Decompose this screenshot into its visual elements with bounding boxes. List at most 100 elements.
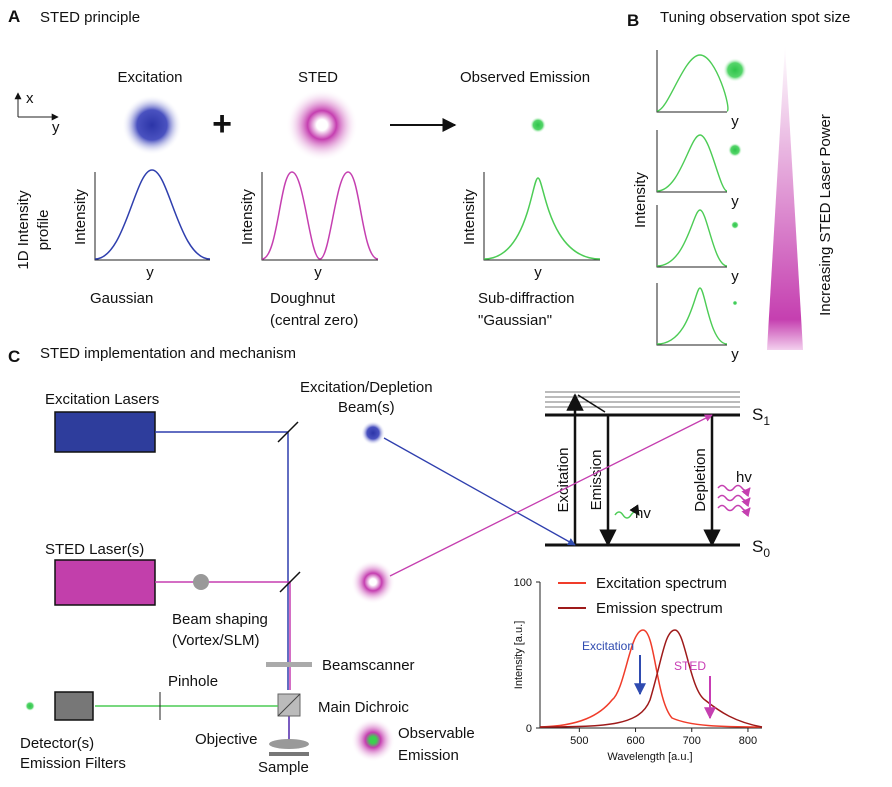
depletion-ray [390,415,712,576]
state-label: S0 [752,537,770,560]
panel-title: STED implementation and mechanism [40,345,296,362]
y-axis-label: Intensity [72,189,89,245]
state-letter: S [752,537,763,556]
excitation-laser [55,412,155,452]
emission-curve [657,55,728,111]
y-axis-label: Intensity [461,189,478,245]
gaussian-curve [95,170,210,259]
transition-label: Excitation [555,447,572,512]
panel-title: STED principle [40,9,140,26]
excitation-spectrum [540,630,762,727]
component-label: (Vortex/SLM) [172,632,260,649]
x-axis-label: y [314,264,322,281]
plot-axes [657,205,727,267]
spot [733,301,738,306]
excitation-beam [155,432,288,690]
emission-curve [657,135,727,191]
spot [731,221,739,229]
profile-plot: Intensity y Doughnut (central zero) [239,172,378,329]
doughnut-curve [262,172,378,259]
component-label: Emission Filters [20,755,126,772]
spot [723,58,747,82]
panel-label: A [8,7,20,26]
spot [728,143,742,157]
caption: Gaussian [90,290,153,307]
legend-label: Excitation spectrum [596,575,727,592]
caption: (central zero) [270,312,358,329]
power-label: Increasing STED Laser Power [817,114,834,316]
x-axis-label: Wavelength [a.u.] [607,751,692,763]
beam-shaper [193,574,209,590]
sted-spot [286,89,358,161]
emission-curve [657,288,727,344]
profile-label: 1D Intensity [15,190,32,270]
beam-title: Observed Emission [460,69,590,86]
annotation: Excitation [582,639,634,653]
excitation-spot [122,95,182,155]
x-axis-label: y [146,264,154,281]
component-label: STED Laser(s) [45,541,144,558]
x-tick-label: 800 [739,735,757,747]
component-label: Beam shaping [172,611,268,628]
component-label: Pinhole [168,673,218,690]
sted-laser [55,560,155,605]
detected-spot [25,701,35,711]
detector [55,692,93,720]
annotation: STED [674,659,706,673]
caption: "Gaussian" [478,312,552,329]
caption: Sub-diffraction [478,290,574,307]
axis-label: y [52,119,60,136]
emission-spot [530,117,546,133]
x-axis-label: y [534,264,542,281]
sted-spot [351,560,395,604]
state-letter: S [752,405,763,424]
plot-axes [657,130,727,192]
excitation-spot [361,421,385,445]
profile-plot: Intensity y Gaussian [72,170,210,307]
component-label: Emission [398,747,459,764]
profile-plot: Intensity y Sub-diffraction "Gaussian" [461,172,600,329]
beam-title: STED [298,69,338,86]
component-label: Main Dichroic [318,699,409,716]
y-axis-label: Intensity [a.u.] [513,621,525,689]
photon-label: hv [635,505,651,522]
component-label: Beam(s) [338,399,395,416]
plus-sign: + [212,105,232,143]
legend-label: Emission spectrum [596,600,723,617]
y-axis-label: Intensity [239,189,256,245]
component-label: Objective [195,731,258,748]
emission-curve [484,178,600,259]
component-label: Excitation/Depletion [300,379,433,396]
y-tick-label: 100 [514,577,532,589]
power-triangle [767,45,803,350]
transition-label: Depletion [692,448,709,511]
excitation-ray [384,438,575,545]
state-sub: 0 [763,546,770,560]
axis-label: x [26,90,34,107]
component-label: Sample [258,759,309,776]
panel-title: Tuning observation spot size [660,9,850,26]
x-axis-label: y [731,193,739,210]
panel-label: C [8,347,20,366]
x-tick-label: 600 [626,735,644,747]
emission-curve [657,210,727,266]
component-label: Observable [398,725,475,742]
stimulated-photons [718,486,750,511]
x-tick-label: 500 [570,735,588,747]
state-sub: 1 [763,414,770,428]
plot-axes [262,172,378,260]
x-tick-label: 700 [683,735,701,747]
beamscanner [266,662,312,667]
sample [269,752,309,756]
y-tick-label: 0 [526,723,532,735]
x-axis-label: y [731,346,739,363]
relaxation [578,395,605,412]
y-axis-label: Intensity [632,172,649,228]
beam-title: Excitation [117,69,182,86]
caption: Doughnut [270,290,336,307]
objective [269,739,309,749]
component-label: Beamscanner [322,657,415,674]
transition-label: Emission [588,450,605,511]
observable-spot [351,718,395,762]
